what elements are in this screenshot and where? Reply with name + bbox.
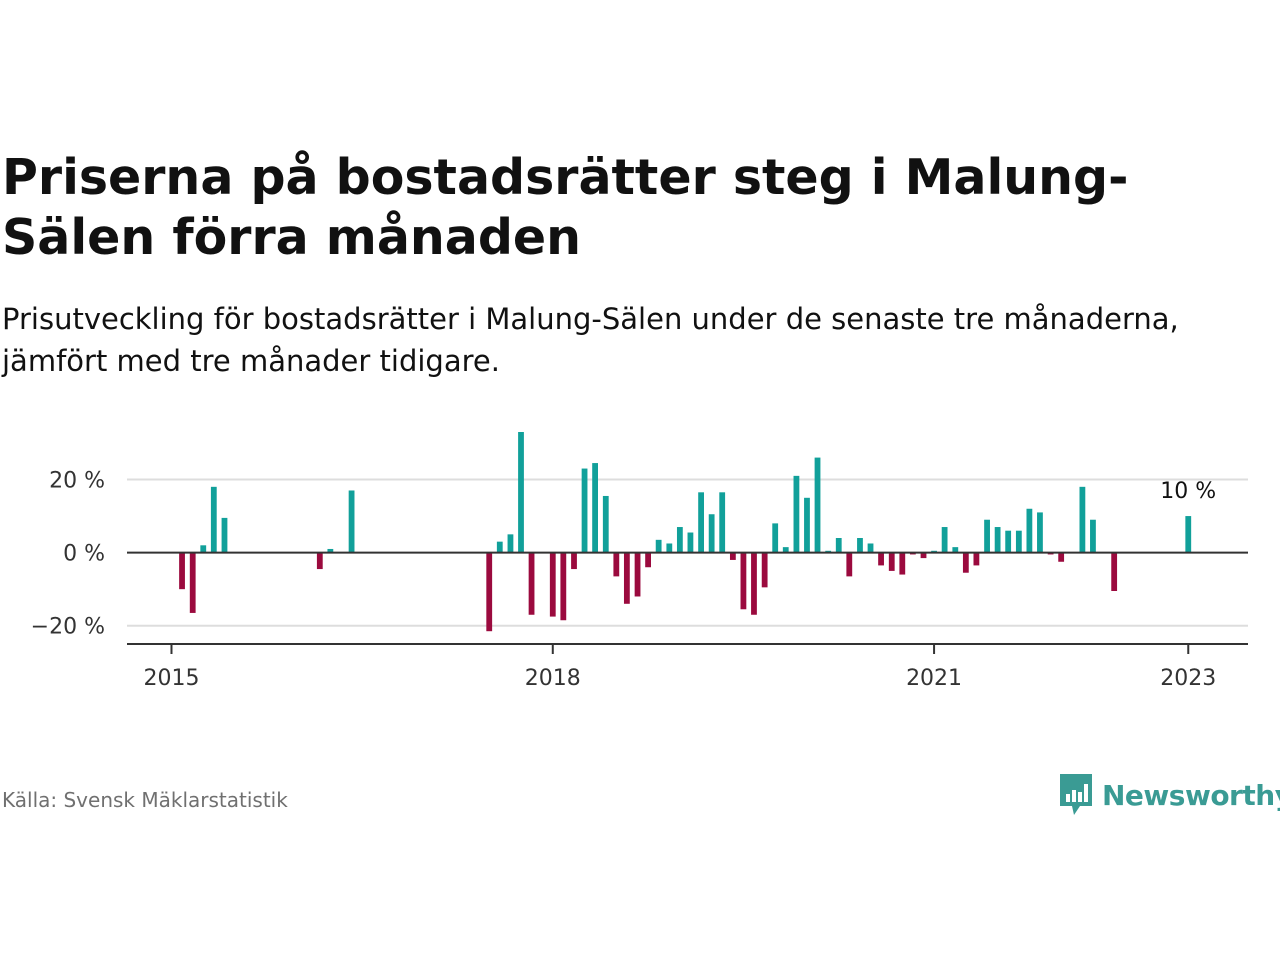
bar: [857, 538, 863, 553]
bar: [189, 552, 196, 613]
bar: [962, 552, 969, 573]
bar: [518, 432, 524, 553]
bar: [708, 514, 715, 553]
bar: [1026, 508, 1033, 553]
chart-subtitle: Prisutveckling för bostadsrätter i Malun…: [2, 302, 1179, 378]
bar: [507, 534, 514, 553]
bar: [1090, 519, 1096, 553]
bar: [719, 492, 726, 553]
bar: [687, 532, 694, 553]
bar: [1037, 512, 1043, 553]
price-change-bar-chart: 20 % 0 % −20 % 2015 2018 2021 2023 10 %: [31, 432, 1248, 691]
last-value-label: 10 %: [1160, 479, 1216, 504]
bar: [751, 552, 757, 615]
bar: [634, 552, 641, 597]
bar: [676, 527, 683, 553]
axes: [127, 551, 1248, 654]
x-tick-label: 2021: [906, 666, 962, 691]
newsworthy-logo-icon: [1060, 774, 1092, 815]
bar: [581, 468, 588, 553]
bars: [179, 432, 1192, 632]
bar: [772, 523, 779, 553]
gridlines: [127, 478, 1248, 627]
bar: [602, 495, 609, 553]
bar: [210, 486, 217, 553]
bar: [549, 552, 556, 617]
bar: [486, 552, 493, 632]
bar: [528, 552, 535, 615]
y-tick-label: 0 %: [63, 542, 105, 567]
bar: [793, 475, 800, 553]
brand-name: Newsworthy: [1102, 778, 1280, 812]
bar: [655, 539, 662, 553]
x-tick-label: 2023: [1160, 666, 1216, 691]
bar: [1058, 552, 1065, 562]
x-tick-label: 2018: [525, 666, 581, 691]
bar: [729, 552, 736, 560]
y-tick-label: 20 %: [49, 469, 105, 494]
bar: [200, 545, 207, 553]
bar: [221, 517, 228, 553]
bar: [316, 552, 323, 570]
bar: [666, 543, 673, 553]
newsworthy-logo[interactable]: Newsworthy: [1058, 772, 1280, 818]
bar: [899, 552, 906, 575]
bar: [920, 552, 927, 559]
bar: [761, 552, 768, 588]
bar: [592, 463, 599, 553]
bar: [994, 527, 1001, 553]
bar: [804, 497, 810, 553]
bar: [984, 519, 990, 553]
bar: [1079, 486, 1086, 553]
bar: [179, 552, 185, 590]
tick-labels: 20 % 0 % −20 % 2015 2018 2021 2023 10 %: [31, 469, 1217, 691]
y-tick-label: −20 %: [31, 615, 105, 640]
bar: [782, 547, 789, 553]
bar: [1111, 552, 1118, 591]
bar: [740, 552, 747, 610]
bar: [941, 527, 948, 553]
bar: [835, 538, 842, 553]
bar: [698, 492, 704, 553]
bar: [571, 552, 577, 570]
bar: [645, 552, 651, 568]
bar: [560, 552, 567, 621]
bar: [888, 552, 895, 571]
bar: [496, 541, 503, 553]
bar: [327, 548, 334, 553]
bar: [973, 552, 980, 566]
bar: [348, 490, 355, 553]
bar: [878, 552, 884, 566]
x-tick-label: 2015: [143, 666, 199, 691]
bar: [613, 552, 620, 577]
bar: [623, 552, 630, 604]
bar: [952, 547, 959, 553]
chart-title: Priserna på bostadsrätter steg i Malung-…: [2, 149, 1129, 266]
bar: [846, 552, 853, 577]
bar: [814, 457, 821, 553]
bar: [1185, 516, 1192, 553]
bar: [867, 543, 874, 553]
bar: [1005, 530, 1012, 553]
bar: [1015, 530, 1022, 553]
source-note: Källa: Svensk Mäklarstatistik: [2, 788, 288, 812]
